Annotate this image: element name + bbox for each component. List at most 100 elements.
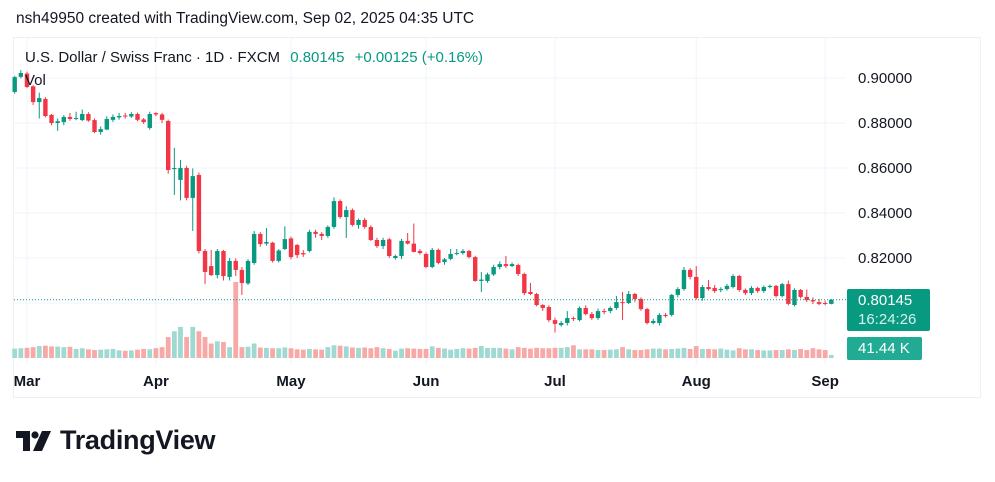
volume-bar — [515, 347, 521, 358]
volume-bar — [380, 348, 386, 358]
volume-bar — [362, 347, 368, 358]
time-tick-label: Apr — [143, 373, 169, 390]
volume-bar — [178, 326, 183, 358]
volume-bar — [276, 348, 282, 358]
volume-bar — [24, 347, 30, 358]
tradingview-logo[interactable]: TradingView — [16, 425, 216, 456]
candle-body — [669, 294, 674, 315]
candle-body — [663, 314, 668, 317]
candle-body — [706, 287, 711, 290]
volume-bar — [675, 348, 681, 358]
volume-bar — [773, 350, 779, 358]
volume-bar — [325, 347, 331, 358]
candle-body — [196, 174, 202, 252]
volume-bar — [214, 341, 220, 358]
candle-body — [374, 240, 380, 247]
volume-bar — [736, 348, 742, 358]
volume-bar — [558, 347, 564, 358]
candle-body — [86, 114, 91, 121]
candle-body — [178, 168, 183, 180]
candle-body — [190, 176, 195, 198]
volume-bar — [141, 348, 147, 358]
price-tick-label: 0.88000 — [858, 115, 912, 132]
volume-bar — [43, 345, 48, 358]
candle-body — [30, 86, 36, 103]
volume-bar — [294, 349, 300, 358]
candle-body — [368, 226, 374, 240]
volume-bar — [165, 337, 171, 358]
candle-body — [626, 294, 631, 303]
candle-body — [829, 299, 834, 304]
candle-body — [473, 257, 478, 281]
candle-body — [528, 291, 533, 294]
price-tick-label: 0.82000 — [858, 250, 912, 267]
candle-body — [614, 302, 619, 308]
grid — [14, 38, 846, 365]
volume-bar — [755, 350, 761, 358]
candle-body — [675, 289, 681, 295]
candle-body — [362, 219, 367, 227]
symbol-title: U.S. Dollar / Swiss Franc · 1D · FXCM — [25, 49, 281, 66]
volume-bar — [202, 337, 208, 358]
volume-bar — [589, 349, 595, 358]
candle-body — [497, 264, 502, 267]
volume-bar — [442, 348, 447, 358]
candle-body — [55, 121, 60, 123]
candle-body — [552, 320, 558, 324]
volume-bar — [620, 347, 625, 358]
candle-body — [491, 267, 496, 275]
candle-body — [798, 289, 803, 297]
candle-body — [411, 243, 416, 252]
candle-body — [98, 129, 103, 132]
volume-bar — [417, 348, 423, 358]
candle-body — [816, 302, 822, 304]
candle-body — [810, 300, 816, 302]
volume-bar — [669, 348, 675, 358]
volume-bar — [460, 348, 466, 358]
volume-tag: 41.44 K — [847, 337, 922, 360]
candle-body — [387, 239, 392, 256]
candle-body — [208, 266, 214, 276]
volume-bar — [528, 348, 533, 358]
volume-bar — [153, 348, 159, 358]
volume-bar — [810, 348, 816, 358]
volume-bar — [571, 345, 576, 358]
price-tick-label: 0.84000 — [858, 205, 912, 222]
candle-body — [393, 255, 398, 258]
volume-bar — [73, 348, 79, 358]
candle-body — [767, 285, 773, 288]
volume-bar — [227, 347, 232, 358]
candle-body — [12, 77, 17, 92]
price-axis: 0.90000 0.88000 0.86000 0.84000 0.82000 — [858, 70, 912, 267]
candle-body — [571, 318, 576, 320]
volume-bar — [804, 350, 810, 358]
volume-bar — [693, 346, 699, 358]
candle-body — [743, 289, 748, 294]
volume-bar — [816, 349, 822, 358]
candle-body — [589, 314, 595, 319]
candle-body — [724, 285, 730, 290]
volume-bar — [534, 347, 539, 358]
volume-bar — [491, 347, 497, 358]
volume-bar — [36, 346, 42, 358]
candle-body — [116, 116, 122, 118]
volume-bar — [521, 347, 527, 358]
volume-bar — [270, 348, 275, 358]
candle-body — [430, 249, 435, 267]
volume-bar — [313, 349, 318, 358]
volume-bar — [116, 350, 122, 358]
candle-body — [730, 276, 736, 288]
volume-bar — [607, 349, 613, 358]
candle-body — [423, 253, 429, 267]
volume-bar — [128, 350, 134, 358]
candle-body — [749, 287, 754, 294]
candle-body — [233, 260, 238, 270]
volume-bar — [30, 347, 36, 358]
candle-body — [104, 118, 109, 130]
volume-bar — [546, 348, 552, 358]
volume-bar — [663, 349, 668, 358]
volume-bar — [79, 348, 85, 358]
volume-bar — [485, 347, 490, 358]
volume-bar — [423, 348, 429, 358]
